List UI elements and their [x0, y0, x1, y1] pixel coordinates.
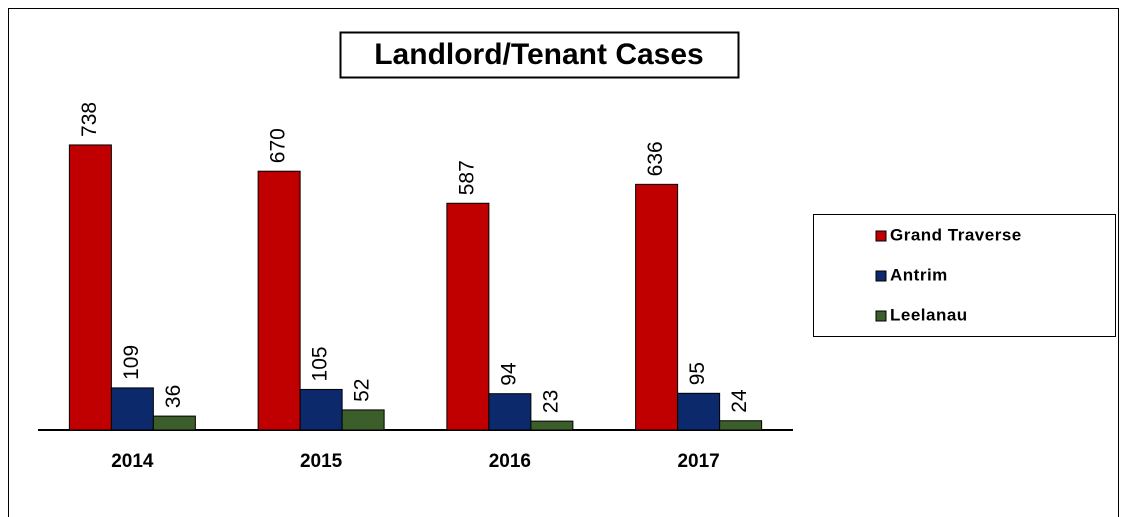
legend-label: Leelanau: [890, 305, 968, 324]
legend-swatch: [875, 270, 887, 282]
data-label: 36: [162, 385, 185, 408]
data-label: 52: [351, 379, 374, 402]
data-label: 738: [78, 102, 101, 137]
legend-box: [813, 214, 1116, 337]
data-label: 23: [539, 390, 562, 413]
legend-label: Antrim: [890, 265, 948, 284]
chart-title: Landlord/Tenant Cases: [374, 38, 704, 71]
bar: [152, 415, 196, 431]
bar: [341, 409, 385, 431]
data-label: 95: [686, 362, 709, 385]
bar: [719, 420, 763, 431]
bar: [488, 393, 532, 431]
title-box: [339, 31, 740, 79]
bar: [530, 420, 574, 431]
data-label: 670: [267, 128, 290, 163]
legend-swatch: [875, 310, 887, 322]
chart-border: [8, 8, 1119, 517]
bar: [68, 144, 112, 431]
data-label: 587: [455, 160, 478, 195]
bar: [446, 202, 490, 431]
data-label: 94: [497, 362, 520, 386]
bar: [635, 183, 679, 431]
bar: [257, 170, 301, 431]
data-label: 109: [120, 345, 143, 380]
x-tick-label: 2015: [300, 451, 343, 472]
data-label: 105: [309, 346, 332, 381]
bar: [299, 388, 343, 431]
legend-label: Grand Traverse: [890, 225, 1022, 244]
data-label: 636: [644, 141, 667, 176]
data-label: 24: [728, 389, 751, 413]
bar: [677, 392, 721, 431]
x-tick-label: 2014: [111, 451, 154, 472]
bar: [110, 387, 154, 431]
x-tick-label: 2017: [677, 451, 719, 472]
x-tick-label: 2016: [489, 451, 531, 472]
legend-swatch: [875, 230, 887, 242]
